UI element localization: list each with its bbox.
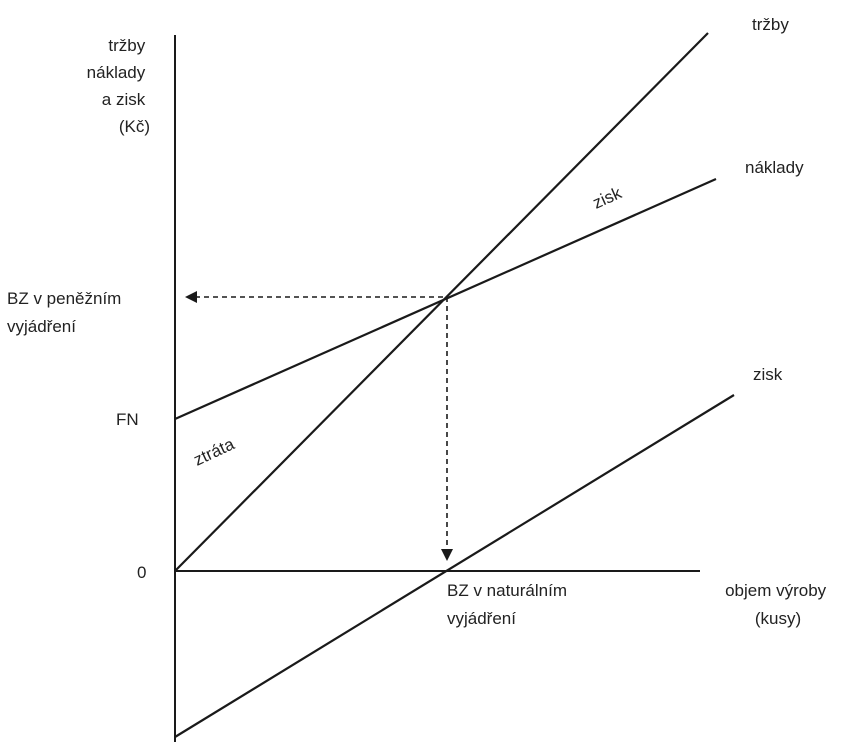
origin-label: 0 — [137, 563, 146, 582]
profit-line — [174, 394, 735, 738]
y-axis-title: tržby náklady a zisk (Kč) — [87, 36, 150, 136]
revenue-line — [174, 32, 709, 572]
bep-units-label: BZ v naturálním vyjádření — [447, 581, 572, 628]
profit-area-label: zisk — [590, 183, 625, 212]
costs-line-label: náklady — [745, 158, 804, 177]
costs-line — [174, 177, 717, 421]
revenue-line-label: tržby — [752, 15, 789, 34]
bep-money-label: BZ v peněžním vyjádření — [7, 289, 126, 336]
left-arrowhead — [185, 291, 197, 303]
x-axis-title: objem výroby (kusy) — [725, 581, 831, 628]
profit-line-label: zisk — [753, 365, 783, 384]
down-arrowhead — [441, 549, 453, 561]
loss-area-label: ztráta — [191, 434, 238, 469]
fixed-costs-label: FN — [116, 410, 139, 429]
